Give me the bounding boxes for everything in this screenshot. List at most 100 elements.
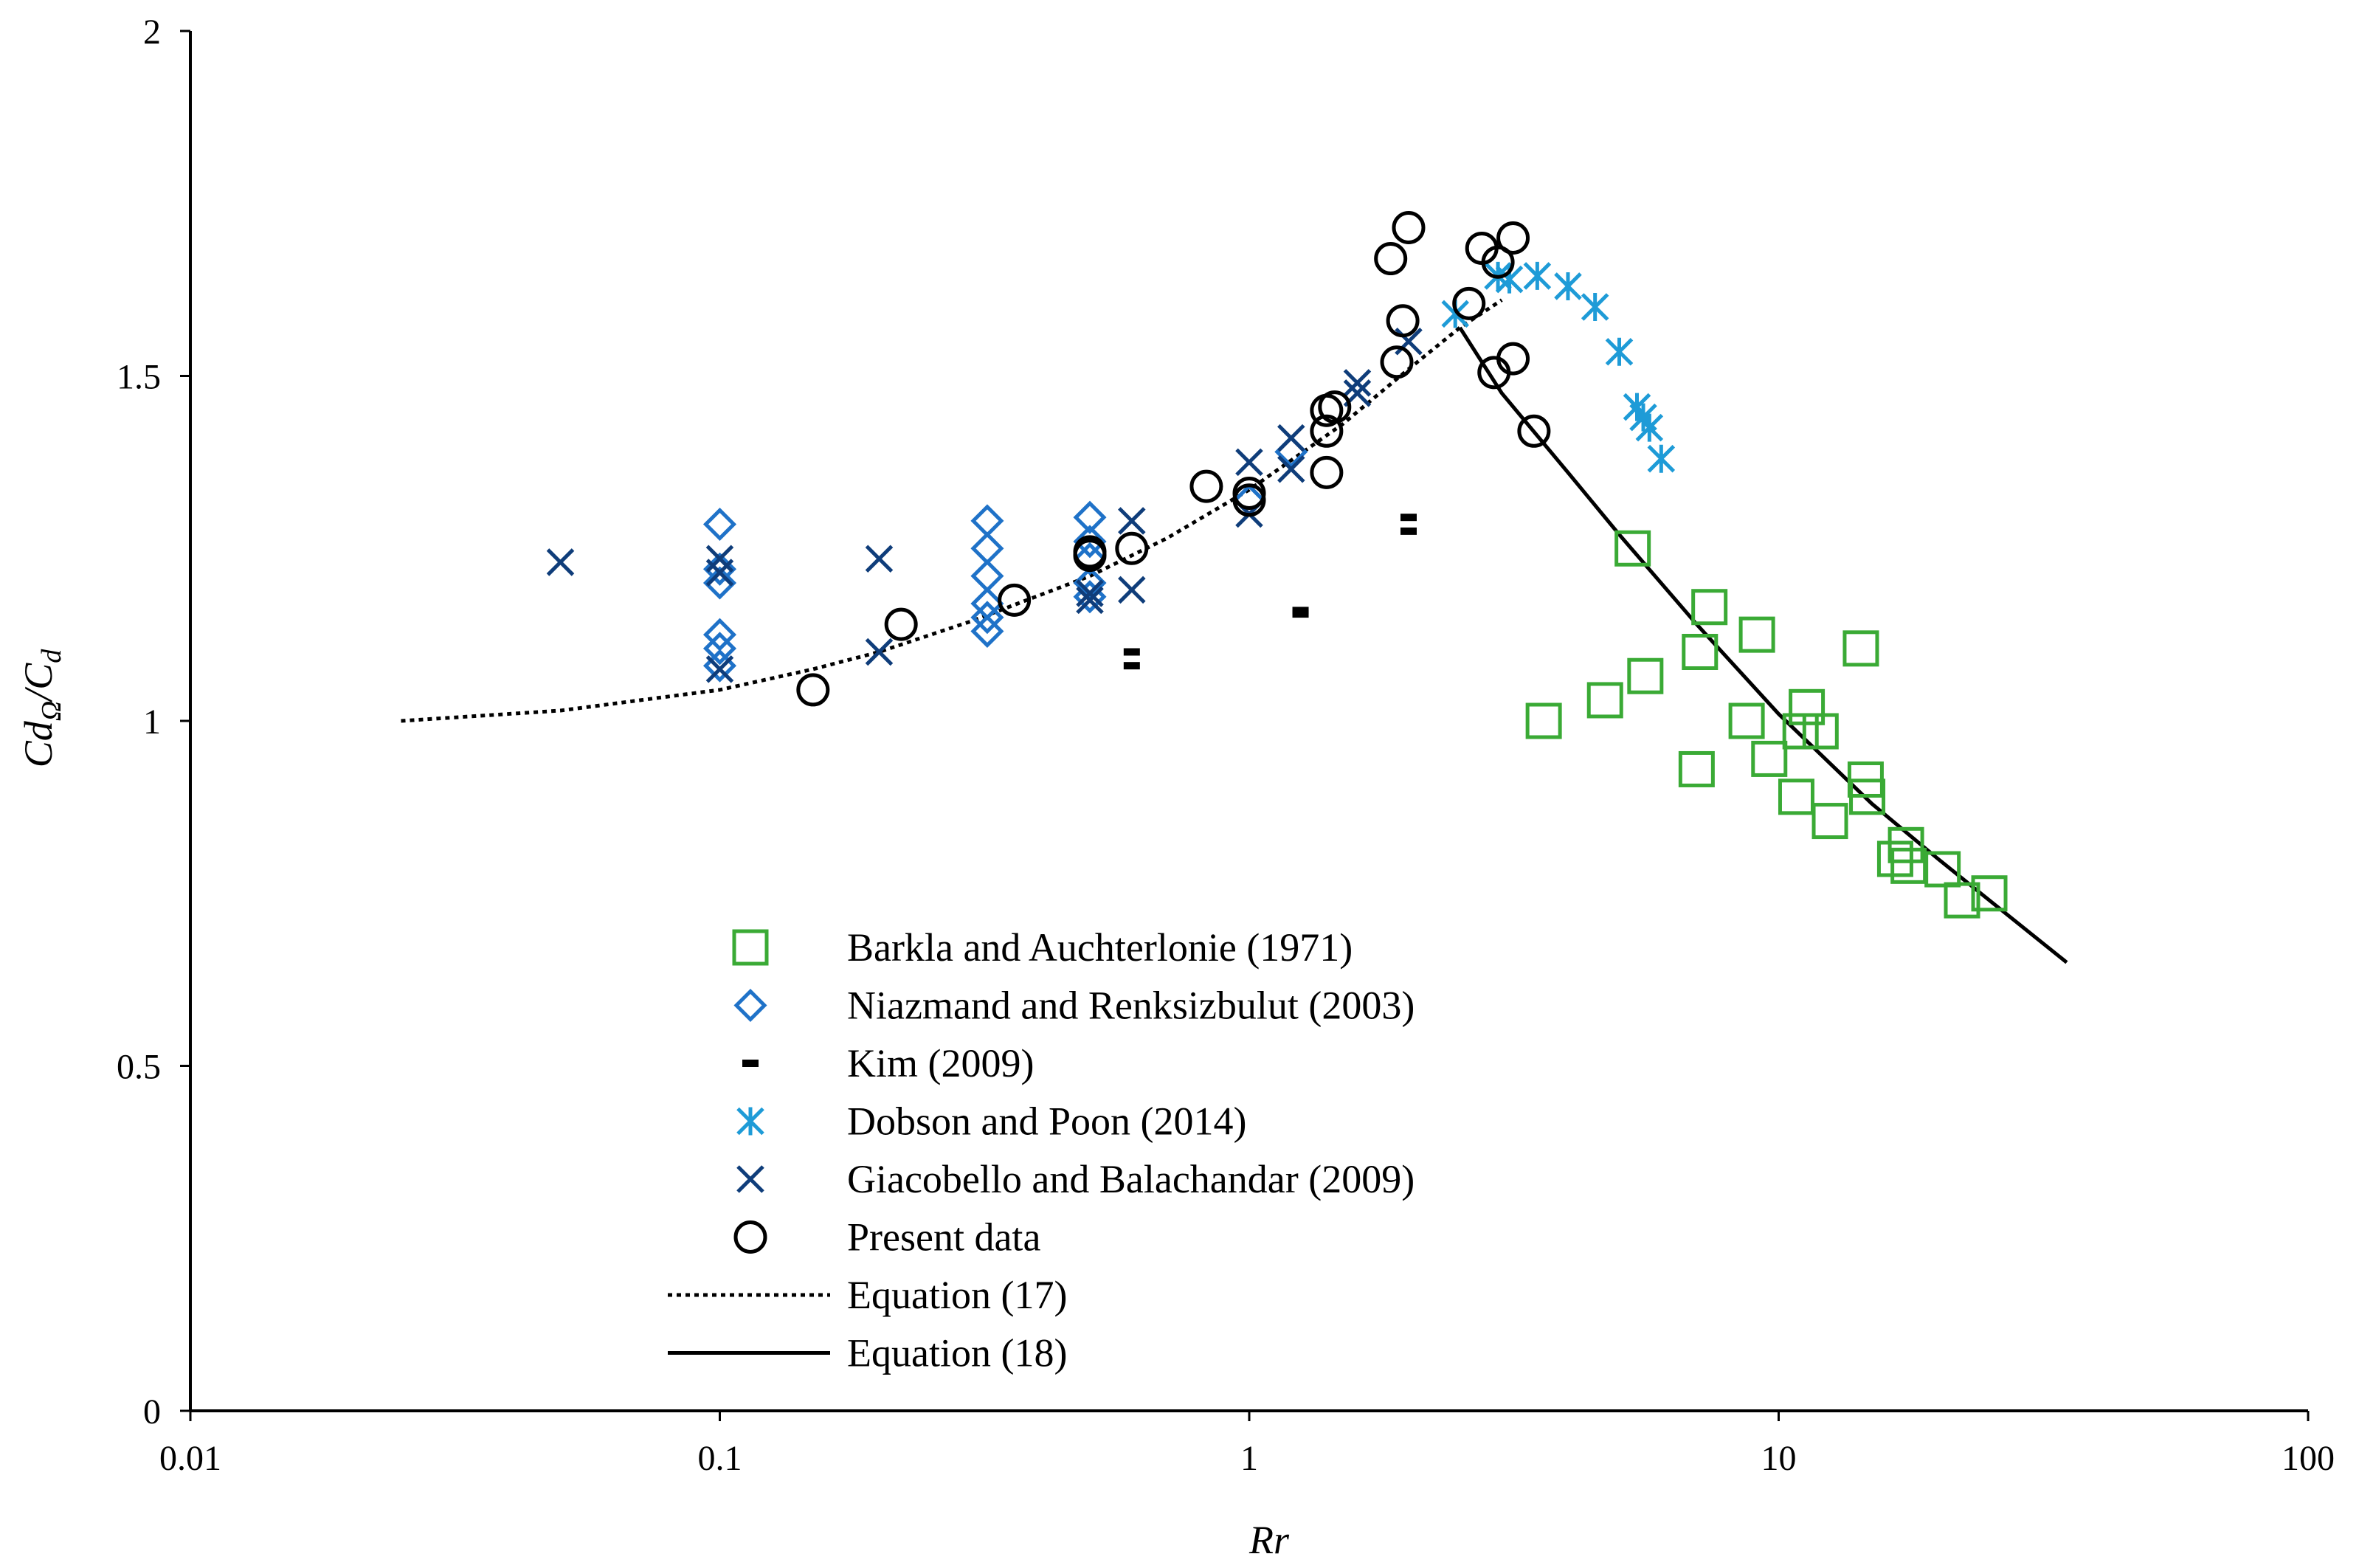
data-point [1635, 413, 1664, 442]
y-axis-title-sub1: Ω [36, 701, 67, 721]
legend-circle-marker [733, 1220, 767, 1254]
y-tick-label: 0 [143, 1392, 161, 1431]
data-point [1581, 293, 1609, 321]
y-axis-title: CdΩ/Cd [16, 649, 67, 768]
data-point [705, 559, 734, 587]
legend-label: Equation (18) [847, 1331, 1067, 1375]
legend-label: Dobson and Poon (2014) [847, 1099, 1246, 1144]
data-point [1554, 272, 1582, 300]
legend-dash-marker [742, 1060, 759, 1067]
data-point [1842, 630, 1879, 667]
data-point [970, 614, 1004, 648]
data-point [1605, 337, 1634, 366]
data-point [1782, 713, 1819, 750]
data-point [1811, 803, 1848, 840]
data-point [1778, 778, 1814, 815]
legend-square-marker [732, 929, 769, 966]
data-point [1123, 662, 1140, 670]
data-point [1849, 778, 1886, 815]
legend-item: Dobson and Poon (2014) [736, 1099, 1246, 1144]
data-point [998, 583, 1032, 617]
data-point [884, 607, 918, 641]
data-point [702, 566, 737, 600]
data-point [1678, 750, 1715, 787]
data-point [1232, 483, 1266, 517]
x-tick-label: 0.01 [159, 1439, 221, 1478]
legend-x-marker [736, 1165, 764, 1193]
data-point [1073, 500, 1107, 534]
curves [401, 298, 2068, 964]
data-point [1517, 414, 1551, 448]
data-point [1586, 682, 1623, 719]
data-point [1386, 304, 1420, 338]
data-point [702, 632, 737, 666]
data-point [1318, 390, 1352, 424]
data-point [1924, 851, 1961, 888]
data-point [1614, 530, 1651, 567]
x-tick-label: 1 [1240, 1439, 1258, 1478]
data-point [1123, 648, 1140, 656]
legend: Barkla and Auchterlonie (1971) Niazmand a… [668, 925, 1415, 1375]
data-point [702, 507, 737, 542]
data-point [1189, 469, 1223, 503]
x-tick-label: 0.1 [698, 1439, 742, 1478]
tick-labels: 0.01 0.1 1 10 100 0 0.5 1 1.5 2 [117, 13, 2335, 1478]
data-point [1525, 702, 1562, 739]
data-point [1235, 448, 1263, 477]
y-tick-label: 1.5 [117, 358, 161, 397]
x-axis-title: Rr [1248, 1518, 1290, 1562]
data-point [1310, 455, 1344, 489]
y-axis-title-slash: /C [16, 663, 61, 703]
data-point [1374, 242, 1408, 276]
data-point [1728, 702, 1765, 739]
data-point [1392, 210, 1426, 244]
axes [180, 30, 2310, 1421]
data-point [1496, 342, 1530, 376]
data-point [705, 545, 734, 573]
legend-item: Equation (17) [668, 1273, 1067, 1317]
data-point [1400, 527, 1417, 535]
data-point [1118, 576, 1146, 604]
y-tick-label: 0.5 [117, 1048, 161, 1087]
data-point [1073, 525, 1107, 559]
legend-label: Kim (2009) [847, 1041, 1034, 1085]
y-tick-label: 1 [143, 702, 161, 742]
legend-item: Equation (18) [668, 1331, 1067, 1375]
data-point [1310, 414, 1344, 448]
y-tick-label: 2 [143, 13, 161, 52]
data-point [1751, 740, 1788, 777]
data-point [1073, 566, 1107, 600]
equation-17-curve [401, 298, 1503, 723]
data-point [970, 531, 1004, 565]
series-x [546, 327, 1423, 683]
data-point [546, 548, 575, 576]
data-point [1400, 514, 1417, 522]
data-point [1076, 586, 1104, 615]
legend-asterisk-marker [736, 1107, 764, 1136]
y-axis-title-sub2: d [36, 649, 67, 663]
legend-item: Giacobello and Balachandar (2009) [736, 1157, 1415, 1201]
data-point [1627, 657, 1664, 694]
data-point [1118, 507, 1146, 535]
data-point [1738, 616, 1775, 653]
data-point [1691, 589, 1728, 626]
data-point [865, 638, 894, 666]
data-point [1395, 327, 1423, 356]
data-point [970, 504, 1004, 538]
data-point [1876, 840, 1913, 877]
series-square [1525, 530, 2008, 919]
data-point [702, 649, 737, 683]
x-tick-label: 100 [2282, 1439, 2335, 1478]
series-circle [796, 210, 1551, 707]
legend-item: Present data [733, 1215, 1040, 1260]
data-point [970, 559, 1004, 593]
legend-item: Barkla and Auchterlonie (1971) [732, 925, 1353, 970]
data-point [1076, 579, 1104, 607]
data-point [865, 545, 894, 573]
data-point [970, 601, 1004, 635]
data-point [1802, 713, 1839, 750]
data-point [1481, 245, 1515, 279]
legend-item: Kim (2009) [742, 1041, 1034, 1085]
data-point [1944, 882, 1980, 919]
